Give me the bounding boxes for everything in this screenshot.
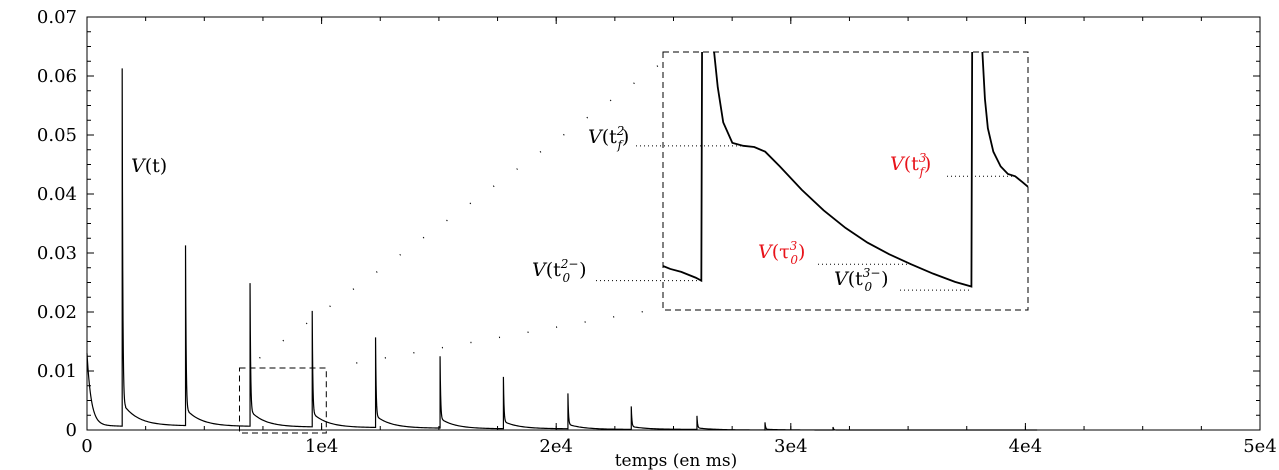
label-v-tf2-base: V	[588, 126, 604, 148]
label-v-tf2: V(t2 f)	[588, 124, 629, 152]
zoom-source-rect	[238, 367, 327, 434]
y-tick-label: 0.04	[37, 184, 77, 205]
x-tick-label: 0	[81, 436, 92, 457]
label-v-t02-sub: 0	[563, 271, 571, 285]
label-v-tf3-open: (t	[904, 153, 919, 175]
annotation-labels: temps (en ms) V(t) V(t2 f) V(t2− 0) V(τ3 0)…	[131, 124, 931, 470]
label-v-tau03-sup: 3	[790, 239, 798, 253]
zoom-inset	[596, 51, 1029, 311]
x-tick-label: 3e4	[774, 436, 808, 457]
zoom-connector-bottom	[356, 307, 664, 364]
y-tick-label: 0.05	[37, 125, 77, 146]
zoom-source-box	[238, 61, 664, 434]
x-tick-label: 1e4	[305, 436, 339, 457]
label-v-tf2-close: )	[622, 126, 629, 148]
label-v-t02-close: )	[579, 259, 586, 281]
label-v-tf3-close: )	[924, 153, 931, 175]
y-tick-label: 0.07	[37, 7, 77, 28]
inset-series-segment-3	[981, 51, 1029, 188]
label-v-tau03-sub: 0	[790, 253, 798, 267]
label-v-tf2-sub: f	[616, 138, 624, 152]
label-v-tf3-sup: 3	[919, 151, 927, 165]
label-v-tau03: V(τ3 0)	[758, 239, 805, 267]
axis-ticks: 0 1e4 2e4 3e4 4e4 5e4 0 0.01 0.02 0.03 0.04 0.05 0.0…	[37, 7, 1277, 457]
x-tick-label: 5e4	[1243, 436, 1277, 457]
label-v-t03-close: )	[881, 268, 888, 290]
y-tick-label: 0.03	[37, 243, 77, 264]
label-v-t02: V(t2− 0)	[532, 257, 587, 285]
curve-label-base: V	[131, 155, 147, 177]
zoom-connector-top	[259, 61, 664, 359]
curve-label-vt: V(t)	[131, 155, 167, 177]
y-tick-label: 0.02	[37, 302, 77, 323]
x-tick-label: 2e4	[539, 436, 573, 457]
label-v-t02-open: (t	[546, 259, 561, 281]
x-tick-label: 4e4	[1009, 436, 1043, 457]
label-v-t03-open: (t	[848, 268, 863, 290]
inset-series-segment-2	[713, 51, 974, 288]
label-v-t03: V(t3− 0)	[834, 266, 889, 294]
inset-series-segment-1	[662, 51, 703, 283]
label-v-tau03-open: (τ	[772, 241, 790, 263]
inset-frame	[662, 51, 1029, 311]
x-axis-label: temps (en ms)	[615, 451, 738, 470]
label-v-tf2-sup: 2	[616, 124, 625, 138]
label-v-tf3-base: V	[890, 153, 906, 175]
y-tick-label: 0	[66, 420, 77, 441]
y-tick-label: 0.06	[37, 66, 77, 87]
curve-label-arg: (t)	[145, 155, 167, 177]
label-v-tf2-open: (t	[602, 126, 617, 148]
y-tick-label: 0.01	[37, 361, 77, 382]
label-v-t03-sub: 0	[865, 280, 873, 294]
label-v-tf3-sub: f	[918, 165, 926, 179]
label-v-tau03-close: )	[798, 241, 805, 263]
label-v-t03-sup: 3−	[863, 266, 881, 280]
series-group	[86, 68, 1038, 431]
series-line-vt	[86, 68, 1038, 431]
label-v-t02-sup: 2−	[560, 257, 579, 271]
label-v-tau03-base: V	[758, 241, 774, 263]
label-v-tf3: V(t3 f)	[890, 151, 931, 179]
label-v-t02-base: V	[532, 259, 548, 281]
label-v-t03-base: V	[834, 268, 850, 290]
